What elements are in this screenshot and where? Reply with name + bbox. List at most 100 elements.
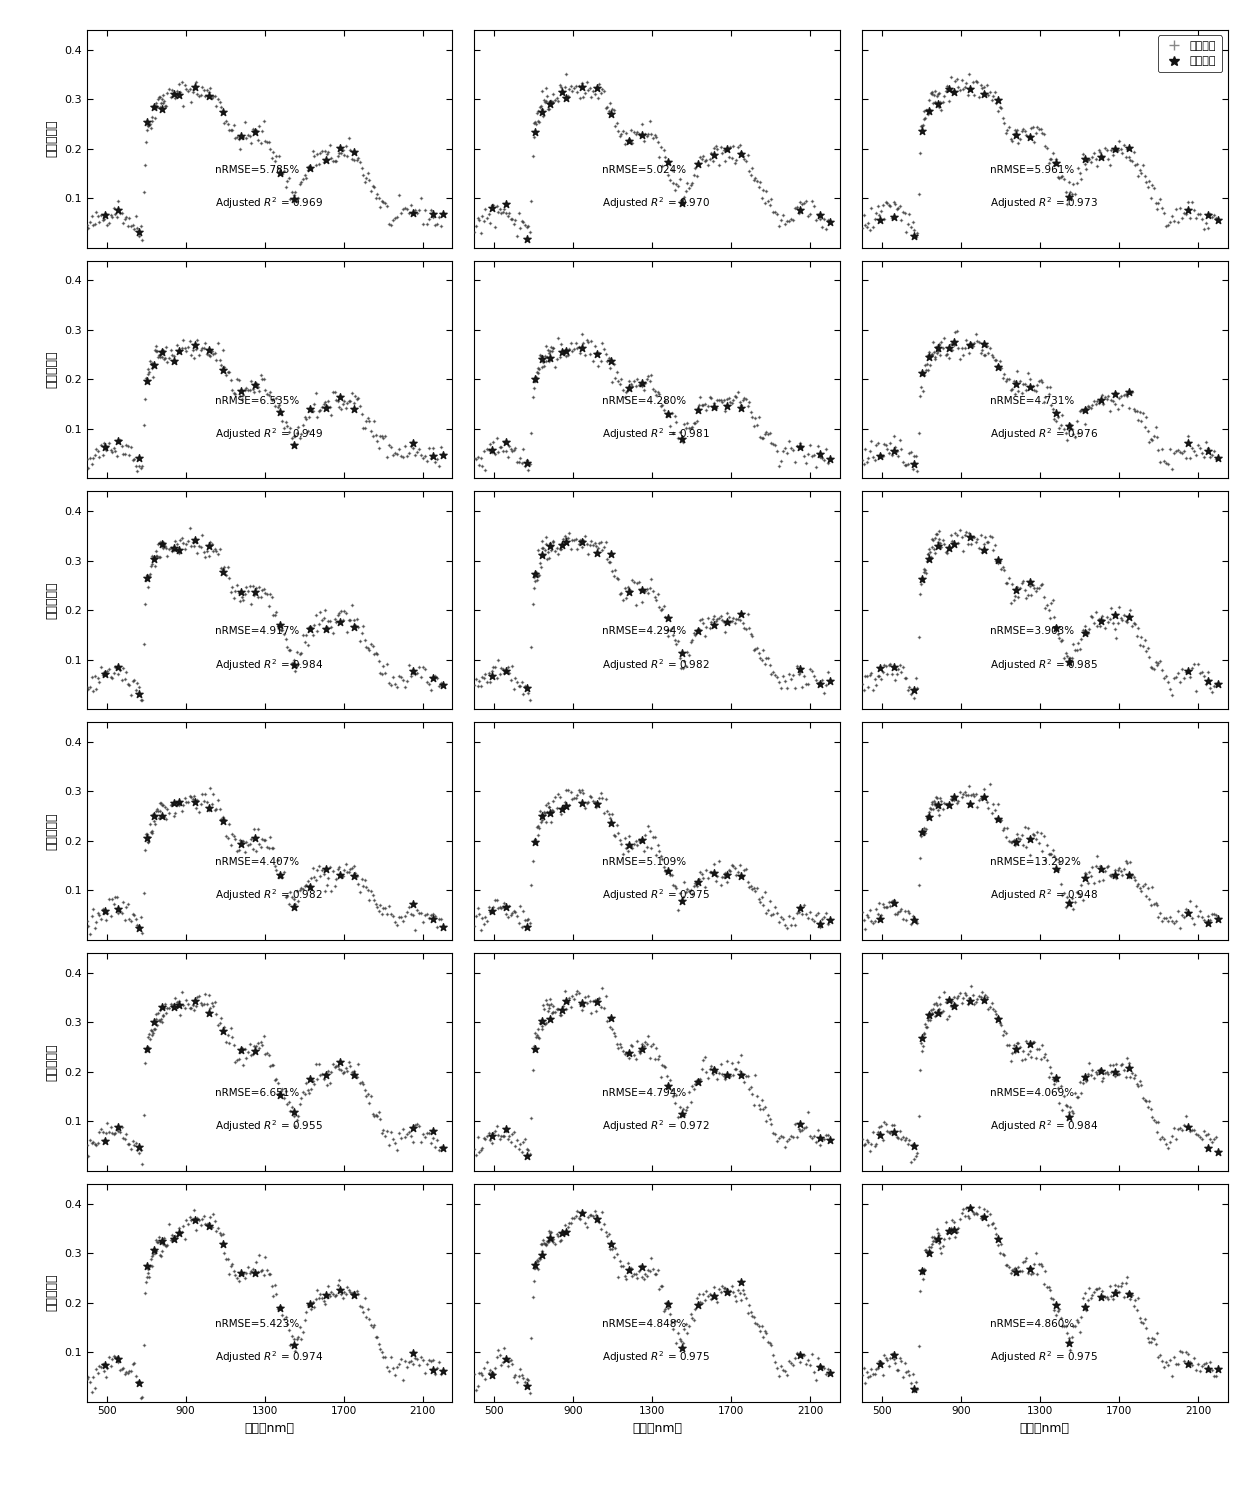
Point [749,406,769,429]
Point [129,681,149,705]
Point [686,1072,706,1096]
Point [1042,842,1061,866]
Point [190,343,210,367]
Point [738,1302,758,1325]
Point [250,835,270,859]
Point [335,599,355,623]
Point [525,830,544,854]
Point [929,332,949,356]
Point [180,1205,200,1229]
Point [554,790,574,814]
Point [570,780,590,804]
Point [1002,130,1022,154]
Point [1011,576,1030,599]
Point [729,608,749,632]
Point [1045,151,1065,174]
Point [558,1215,578,1239]
Point [336,1282,356,1306]
Point [1112,608,1132,632]
Point [1111,137,1131,161]
Point [563,79,583,103]
Point [279,1318,299,1342]
Point [712,608,732,632]
Point [1008,584,1028,608]
Point [966,1200,986,1224]
Point [518,1138,538,1161]
Point [84,443,104,467]
Point [806,904,826,927]
Point [77,908,97,932]
Point [947,790,967,814]
Point [1078,1063,1097,1087]
Point [587,999,606,1023]
Point [541,799,560,823]
Point [77,447,97,471]
Point [279,1090,299,1114]
Point [211,352,231,376]
Point [737,1065,756,1088]
Point [312,1287,332,1311]
Point [577,532,596,556]
Point [862,910,882,933]
Point [939,346,959,370]
Point [653,854,673,878]
Point [557,1221,577,1245]
Point [365,889,384,912]
Point [785,195,805,219]
Point [512,209,532,233]
Point [1037,1275,1056,1299]
Point [503,677,523,701]
Point [910,845,930,869]
Point [949,75,968,98]
Point [239,574,259,598]
Point [262,1273,281,1297]
Point [316,872,336,896]
Point [723,1279,743,1303]
Point [150,544,170,568]
Point [1161,677,1180,701]
Point [105,655,125,678]
Point [956,520,976,544]
Point [342,382,362,406]
Point [526,1021,546,1045]
Point [169,538,188,562]
Point [1047,1069,1066,1093]
Point [136,1039,156,1063]
Point [78,1366,98,1390]
Point [743,157,763,180]
Point [420,198,440,222]
Point [613,379,632,403]
Point [290,171,310,195]
Point [1032,121,1052,145]
Point [1200,203,1220,227]
Point [536,525,556,549]
Point [325,874,345,898]
Point [270,161,290,185]
Point [589,786,609,810]
Point [671,188,691,212]
Point [129,221,149,245]
Point [670,646,689,669]
Point [1162,1124,1182,1148]
Point [666,410,686,434]
Point [1014,373,1034,397]
Point [237,1045,257,1069]
Point [1177,446,1197,470]
Point [698,1284,718,1308]
Point [232,584,252,608]
Point [738,143,758,167]
Point [1158,213,1178,237]
Point [554,790,574,814]
Point [924,331,944,355]
Point [321,878,341,902]
Point [134,1103,154,1127]
Point [161,793,181,817]
Point [213,561,233,584]
Point [815,207,835,231]
Point [761,431,781,455]
Point [557,526,577,550]
Point [806,209,826,233]
Point [755,422,775,446]
Point [1049,850,1069,874]
Point [652,392,672,416]
